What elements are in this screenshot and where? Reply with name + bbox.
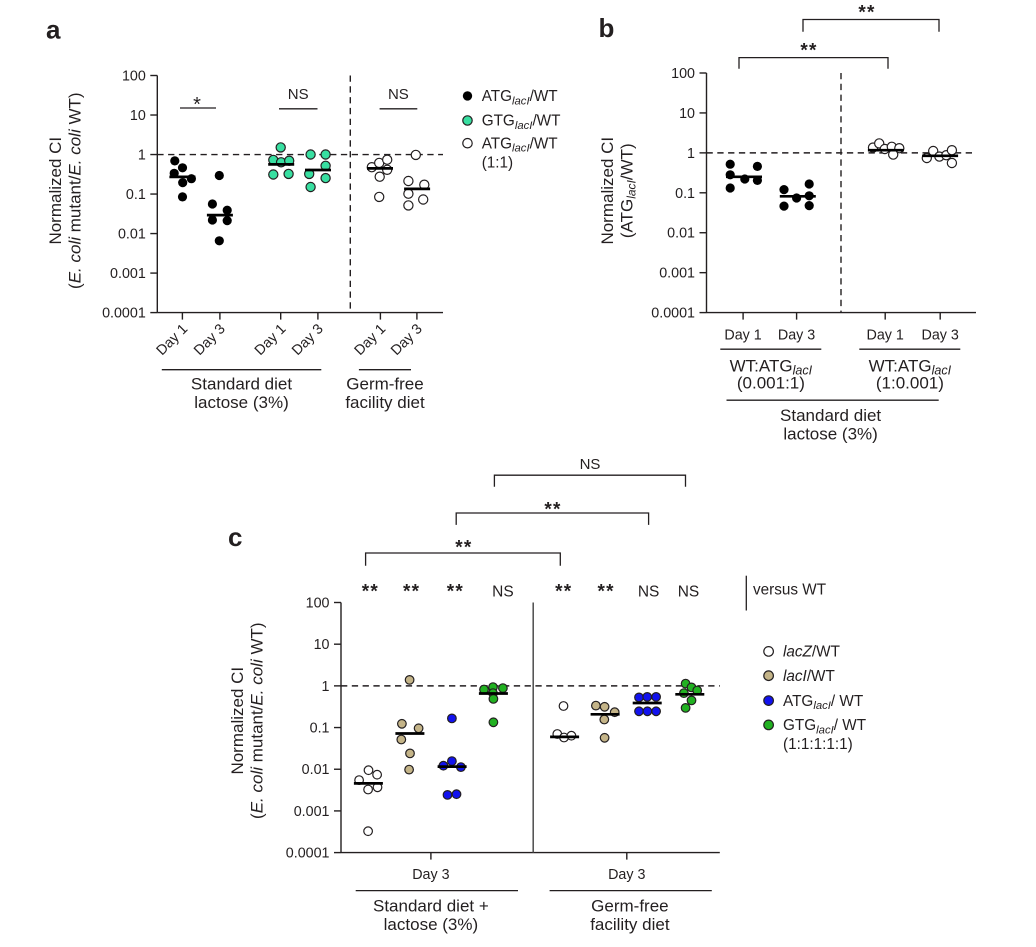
svg-text:Normalized CI: Normalized CI [46,137,65,245]
svg-text:c: c [228,522,242,552]
svg-text:versus WT: versus WT [753,582,826,599]
svg-text:0.01: 0.01 [302,762,330,778]
svg-text:**: ** [597,582,614,603]
svg-text:Day 1: Day 1 [867,328,904,344]
svg-text:(1:0.001): (1:0.001) [876,374,944,393]
svg-text:NS: NS [492,584,514,601]
svg-text:lacI/WT: lacI/WT [783,668,835,685]
svg-text:100: 100 [306,596,330,612]
svg-text:100: 100 [122,69,146,85]
svg-text:facility diet: facility diet [590,915,670,934]
svg-text:(ATGlacI/WT): (ATGlacI/WT) [618,143,639,238]
svg-text:100: 100 [671,66,695,82]
svg-text:0.0001: 0.0001 [651,306,695,322]
svg-text:(1:1): (1:1) [482,155,513,172]
svg-text:NS: NS [580,456,601,473]
svg-text:Normalized CI: Normalized CI [598,137,617,245]
svg-text:ATGlacI/WT: ATGlacI/WT [482,88,558,107]
svg-text:a: a [46,15,61,45]
svg-text:Germ-free: Germ-free [591,897,668,916]
svg-text:NS: NS [388,86,409,103]
svg-text:**: ** [455,538,472,559]
svg-text:Germ-free: Germ-free [346,375,423,394]
svg-text:10: 10 [679,106,695,122]
svg-text:Day 3: Day 3 [608,867,645,883]
svg-text:0.0001: 0.0001 [286,846,330,862]
svg-text:Standard diet +: Standard diet + [373,897,489,916]
svg-text:NS: NS [678,584,700,601]
svg-text:**: ** [447,582,464,603]
svg-text:Standard diet: Standard diet [780,406,881,425]
svg-text:**: ** [555,582,572,603]
svg-text:**: ** [858,3,875,24]
svg-text:0.01: 0.01 [118,227,146,243]
svg-text:(E. coli mutant/E. coli WT): (E. coli mutant/E. coli WT) [66,92,85,289]
svg-text:NS: NS [288,86,309,103]
svg-text:**: ** [544,500,561,521]
svg-text:Day 1: Day 1 [724,328,761,344]
svg-text:0.1: 0.1 [310,721,330,737]
svg-text:0.01: 0.01 [667,226,695,242]
svg-text:1: 1 [687,146,695,162]
svg-text:Standard diet: Standard diet [191,375,292,394]
svg-text:NS: NS [638,584,660,601]
svg-text:Normalized CI: Normalized CI [228,667,247,775]
svg-text:GTGlacI/WT: GTGlacI/WT [482,113,561,132]
svg-text:WT:ATGlacI: WT:ATGlacI [869,357,952,378]
svg-text:1: 1 [138,148,146,164]
svg-text:Day 3: Day 3 [412,867,449,883]
svg-text:b: b [599,13,615,43]
svg-text:ATGlacI/WT: ATGlacI/WT [482,135,558,154]
svg-text:0.001: 0.001 [294,804,330,820]
svg-text:lactose (3%): lactose (3%) [194,393,288,412]
svg-text:ATGlacI/ WT: ATGlacI/ WT [783,693,863,712]
svg-text:GTGlacI/ WT: GTGlacI/ WT [783,717,866,736]
svg-text:facility diet: facility diet [345,393,425,412]
svg-text:(1:1:1:1:1): (1:1:1:1:1) [783,736,853,753]
svg-text:1: 1 [322,679,330,695]
svg-text:(E. coli mutant/E. coli WT): (E. coli mutant/E. coli WT) [248,622,267,819]
svg-text:0.001: 0.001 [659,266,695,282]
svg-text:10: 10 [130,108,146,124]
svg-text:0.0001: 0.0001 [102,306,146,322]
svg-text:Day 3: Day 3 [778,328,815,344]
svg-text:WT:ATGlacI: WT:ATGlacI [730,357,813,378]
svg-text:10: 10 [314,637,330,653]
svg-text:(0.001:1): (0.001:1) [737,374,805,393]
svg-text:0.1: 0.1 [126,187,146,203]
svg-text:lactose (3%): lactose (3%) [783,425,877,444]
svg-text:0.1: 0.1 [675,186,695,202]
svg-text:Day 3: Day 3 [922,328,959,344]
svg-text:**: ** [403,582,420,603]
svg-text:**: ** [800,41,817,62]
svg-text:**: ** [362,582,379,603]
svg-text:lacZ/WT: lacZ/WT [783,644,840,661]
svg-text:lactose (3%): lactose (3%) [384,915,478,934]
svg-text:*: * [193,94,201,116]
svg-text:0.001: 0.001 [110,266,146,282]
